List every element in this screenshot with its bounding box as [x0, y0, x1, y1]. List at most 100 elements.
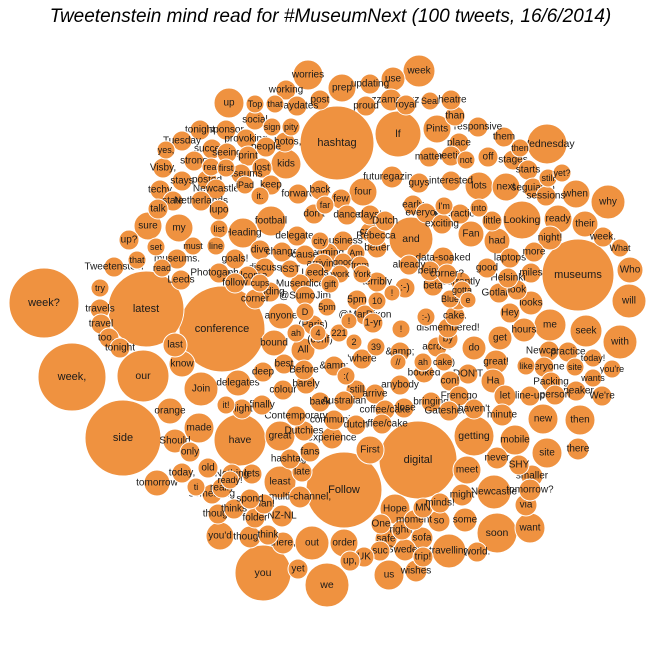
bubble-label: might	[450, 490, 475, 501]
bubble: deep	[252, 361, 275, 383]
bubble: !	[391, 319, 411, 339]
bubble: follow	[222, 272, 249, 294]
bubble-label: smaller	[516, 471, 549, 482]
bubble-label: :-)	[400, 283, 409, 294]
bubble-circle	[450, 483, 474, 507]
bubble-label: minute	[487, 410, 517, 421]
bubble-label: today!	[581, 353, 606, 363]
bubble: theatre	[435, 89, 467, 111]
bubble: D	[295, 302, 315, 322]
bubble-circle	[402, 54, 436, 88]
bubble: print	[237, 145, 259, 167]
bubble-label: 5pm	[318, 302, 336, 312]
bubble: 5pm	[317, 297, 337, 317]
bubble-circle	[8, 267, 80, 339]
bubble-label: seek	[575, 326, 597, 337]
bubble: there	[566, 437, 590, 461]
bubble: new	[527, 403, 559, 435]
bubble-label: had	[489, 236, 506, 247]
bubble-label: let	[500, 391, 511, 402]
bubble: them	[493, 126, 515, 148]
bubble: four	[348, 177, 378, 207]
bubble-label: Frencgo	[441, 391, 478, 402]
bubble-circle	[371, 413, 393, 435]
bubble: ah	[413, 352, 433, 372]
bubble-circle	[481, 210, 503, 232]
bubble-label: moment	[396, 515, 432, 526]
bubble: post	[309, 89, 331, 111]
bubble-label: Before	[289, 365, 319, 376]
bubble: stays	[170, 170, 194, 192]
bubble-circle	[329, 323, 349, 343]
bubble-label: late	[294, 467, 311, 478]
bubble-circle	[339, 550, 361, 572]
bubble-label: you	[255, 567, 272, 579]
bubble: you're	[600, 359, 624, 379]
bubble: museums	[541, 238, 615, 312]
bubble-circle	[564, 404, 596, 436]
bubble-circle	[467, 116, 489, 138]
bubble-label: them	[493, 132, 515, 143]
bubble: up?	[118, 229, 140, 251]
bubble: week?	[8, 267, 80, 339]
bubble-label: wishes	[400, 566, 432, 577]
bubble-label: try	[95, 283, 105, 293]
bubble-label: dive	[251, 245, 270, 256]
bubble: already	[393, 254, 425, 276]
bubble: best	[273, 353, 295, 375]
bubble-label: Packing	[533, 377, 569, 388]
bubble: back	[309, 391, 332, 413]
bubble-label: old	[201, 463, 214, 474]
bubble-circle	[519, 385, 541, 407]
bubble: Seal	[420, 91, 440, 111]
bubble-label: responsive	[454, 122, 503, 133]
bubble: Follow	[305, 451, 383, 529]
bubble: me	[533, 308, 567, 342]
bubble: experience	[308, 426, 357, 450]
bubble-label: Visby,	[150, 163, 176, 174]
bubble-label: Netherlands	[174, 196, 228, 207]
bubble-label: UK	[357, 552, 371, 563]
bubble: Heading	[224, 217, 262, 249]
bubble-circle	[616, 256, 644, 284]
bubble-label: must	[183, 241, 203, 251]
bubble-circle	[457, 220, 485, 248]
bubble-label: 10	[372, 296, 382, 306]
bubble-circle	[440, 89, 462, 111]
bubble-label: cups	[250, 278, 270, 288]
bubble-label: Join	[192, 384, 210, 395]
bubble-label: provoking	[224, 134, 267, 145]
bubble-label: seguiamo	[511, 183, 555, 194]
bubble-circle	[332, 230, 354, 252]
bubble-label: some	[453, 515, 478, 526]
bubble-label: travel	[89, 319, 113, 330]
bubble: updating	[351, 73, 389, 95]
bubble-circle	[166, 248, 188, 270]
bubble: least	[263, 465, 297, 499]
bubble: try	[90, 278, 110, 298]
bubble-label: across	[422, 342, 451, 353]
bubble-label: working	[268, 85, 303, 96]
bubble-label: than	[445, 111, 464, 122]
bubble-label: 4	[315, 328, 320, 338]
bubble: ah	[286, 323, 306, 343]
bubble-label: ah	[418, 357, 428, 367]
bubble-label: updating	[351, 79, 389, 90]
bubble-label: though	[203, 509, 234, 520]
bubble-label: travelling	[429, 546, 469, 557]
bubble-circle	[476, 474, 512, 510]
bubble: like	[516, 356, 536, 376]
bubble-circle	[260, 329, 288, 357]
bubble-circle	[569, 314, 603, 348]
bubble-circle	[235, 175, 255, 195]
bubble-label: back	[309, 397, 331, 408]
bubble: hours	[511, 317, 537, 343]
bubble-circle	[116, 349, 170, 403]
bubble-circle	[164, 213, 194, 243]
bubble: delegates	[216, 369, 260, 397]
bubble-label: meet	[456, 465, 478, 476]
bubble-label: off	[483, 152, 494, 163]
bubble-label: arrive	[362, 389, 387, 400]
bubble: do	[461, 335, 487, 361]
